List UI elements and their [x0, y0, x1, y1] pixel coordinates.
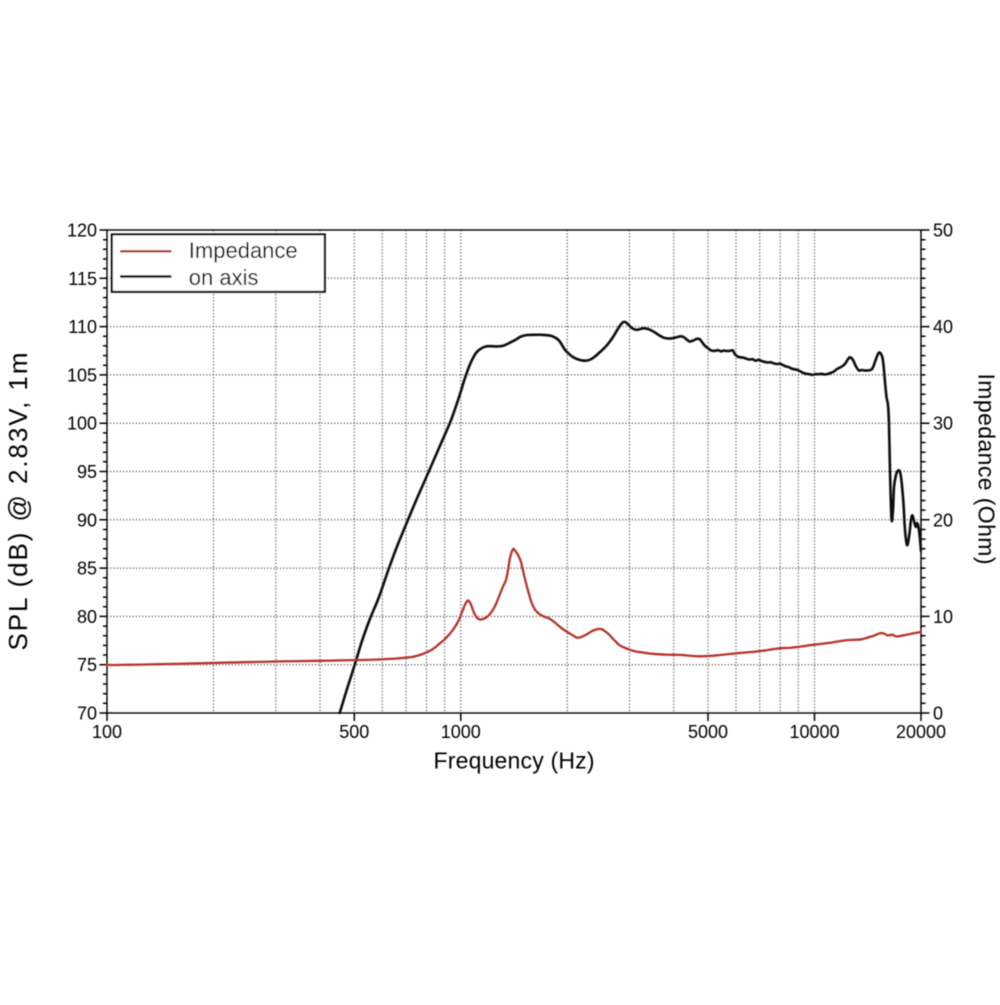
svg-text:40: 40 — [933, 317, 953, 337]
svg-text:Impedance: Impedance — [189, 238, 298, 263]
svg-text:75: 75 — [77, 655, 97, 675]
svg-text:100: 100 — [92, 722, 122, 742]
svg-text:105: 105 — [67, 365, 97, 385]
svg-text:85: 85 — [77, 559, 97, 579]
svg-text:115: 115 — [68, 269, 97, 289]
svg-text:80: 80 — [77, 607, 97, 627]
svg-text:Frequency (Hz): Frequency (Hz) — [434, 748, 595, 774]
svg-text:5000: 5000 — [688, 722, 728, 742]
svg-text:10: 10 — [933, 607, 953, 627]
svg-text:110: 110 — [68, 317, 97, 337]
svg-text:500: 500 — [339, 722, 369, 742]
svg-text:20000: 20000 — [896, 722, 946, 742]
svg-text:SPL (dB) @ 2.83V, 1m: SPL (dB) @ 2.83V, 1m — [3, 353, 33, 651]
svg-text:1000: 1000 — [441, 722, 481, 742]
svg-text:90: 90 — [77, 510, 97, 530]
svg-text:70: 70 — [77, 704, 97, 724]
svg-text:20: 20 — [933, 510, 953, 530]
svg-text:Impedance (Ohm): Impedance (Ohm) — [974, 374, 1000, 565]
svg-text:30: 30 — [933, 414, 953, 434]
svg-text:100: 100 — [67, 414, 97, 434]
svg-text:95: 95 — [77, 462, 97, 482]
svg-text:on axis: on axis — [189, 265, 259, 290]
svg-text:0: 0 — [933, 704, 943, 724]
svg-text:120: 120 — [67, 221, 97, 241]
svg-text:50: 50 — [933, 221, 953, 241]
svg-text:10000: 10000 — [789, 722, 839, 742]
